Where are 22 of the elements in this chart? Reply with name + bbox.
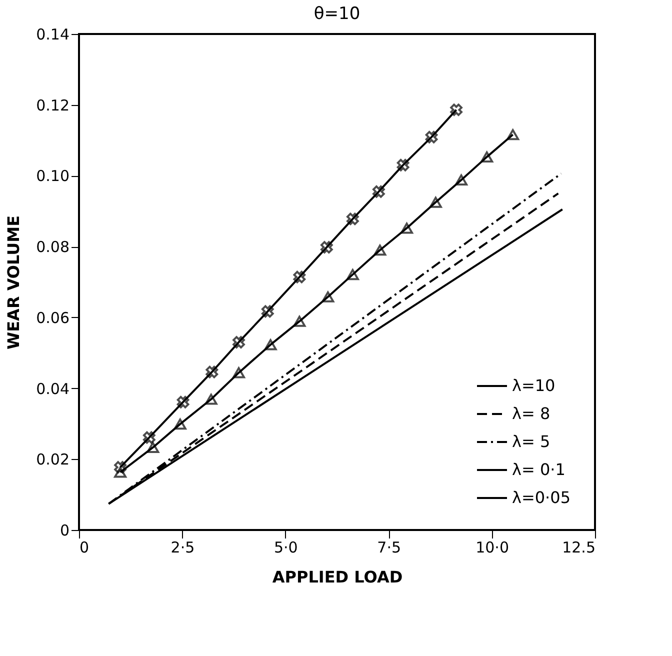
legend-label: λ= 5	[512, 432, 550, 451]
legend-label: λ=10	[512, 376, 556, 395]
y-tick-label: 0.06	[36, 308, 70, 327]
y-tick-label: 0.14	[36, 26, 70, 44]
x-axis-title: APPLIED LOAD	[272, 568, 403, 586]
y-tick-label: 0.08	[36, 238, 70, 256]
y-tick-label: 0.12	[36, 96, 70, 114]
x-tick-label: 12.5	[562, 538, 596, 556]
y-tick-label: 0.10	[36, 167, 70, 186]
y-tick-label: 0	[60, 522, 70, 540]
x-tick-label: 7·5	[377, 538, 402, 556]
chart-title: θ=10	[314, 4, 360, 24]
x-tick-label: 10·0	[476, 538, 510, 556]
x-tick-label: 5·0	[274, 538, 298, 556]
y-axis-title: WEAR VOLUME	[4, 215, 24, 350]
y-tick-label: 0.04	[36, 380, 70, 398]
legend-label: λ= 0·1	[512, 460, 566, 479]
legend-label: λ=0·05	[512, 488, 570, 507]
x-tick-label: 0	[80, 538, 90, 556]
legend-label: λ= 8	[512, 404, 550, 423]
x-tick-label: 2·5	[170, 538, 195, 556]
y-tick-label: 0.02	[36, 450, 70, 469]
